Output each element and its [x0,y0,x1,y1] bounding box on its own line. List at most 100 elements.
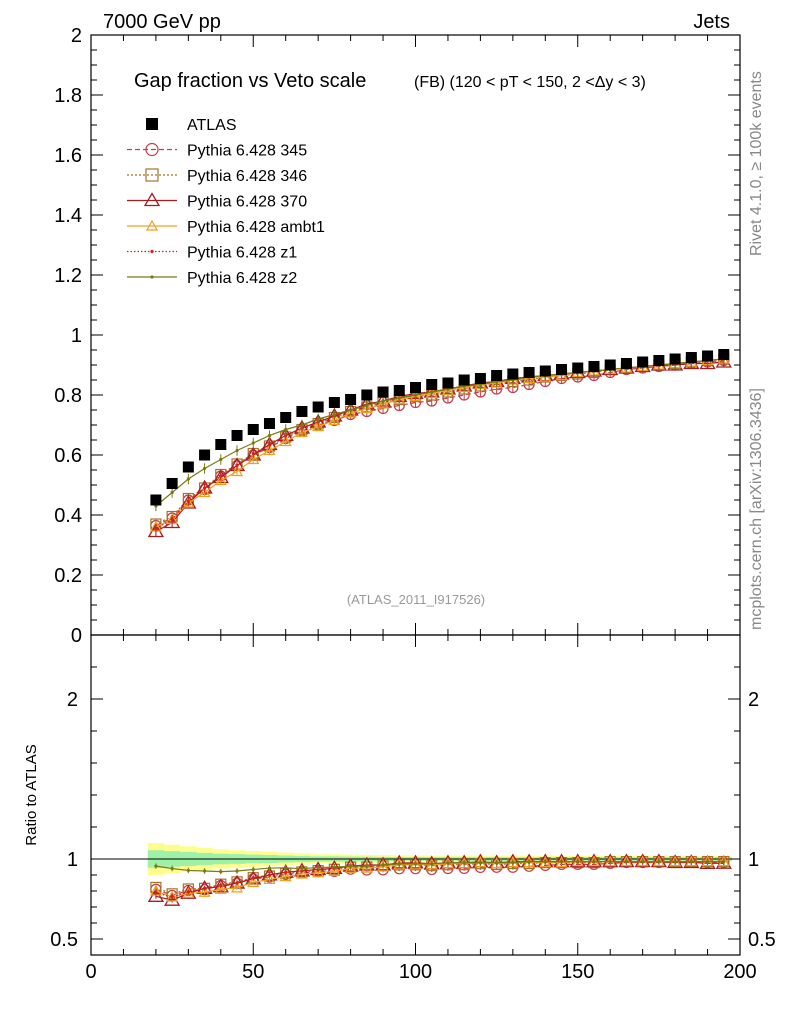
series-pythia-6-428-ambt1-line [155,358,724,528]
series-pythia-6-428-ambt1-point [312,420,325,432]
series-pythia-6-428-z2-ratio-point [170,866,174,871]
series-pythia-6-428-z2-point [365,403,369,408]
series-pythia-6-428-370-ratio-point [585,853,603,868]
atlas-point [377,386,389,398]
legend: ATLAS Pythia 6.428 345 Pythia 6.428 346 Pyt… [127,117,325,287]
series-pythia-6-428-370-ratio-point [634,853,651,868]
series-pythia-6-428-z2-ratio-point [705,859,710,864]
atlas-point [507,368,519,380]
series-pythia-6-428-ambt1-point [247,453,260,465]
atlas-point [458,374,470,386]
y-tick-label-ratio-right: 1 [748,849,759,871]
series-pythia-6-428-z2-ratio-point [284,866,288,870]
series-pythia-6-428-346-line [155,358,724,525]
series-pythia-6-428-ambt1-point [263,444,276,456]
series-pythia-6-428-z2-ratio-point [430,862,434,866]
legend-marker-atlas [146,118,158,130]
y-tick-label-main: 1.6 [54,145,82,167]
series-pythia-6-428-z2-ratio-point [154,864,158,868]
atlas-point [312,401,324,413]
atlas-point [491,370,503,381]
series-pythia-6-428-ambt1-ratio-point [328,865,341,876]
series-pythia-6-428-z2-ratio-point [219,869,223,874]
series-pythia-6-428-z2-ratio-point [689,859,693,864]
legend-marker [145,219,159,231]
y-tick-label-main: 0.8 [54,385,82,407]
series-pythia-6-428-ambt1-ratio-point [312,866,325,878]
chart-series [147,352,732,906]
atlas-point [280,412,292,423]
series-pythia-6-428-z2-point [202,466,207,471]
tick-labels: 0 50 100 150 200 0 0.2 0.4 0.6 0.8 1 1.2 1.4 1.6 1.8 2 0… [50,25,776,983]
legend-label: Pythia 6.428 370 [187,194,307,211]
atlas-point [653,355,665,366]
series-pythia-6-428-z1-ratio-point [251,876,255,880]
atlas-point [361,389,373,401]
y-tick-label-main: 0 [71,625,82,647]
atlas-point [604,359,616,371]
series-pythia-6-428-ambt1-point [360,402,373,414]
series-pythia-6-428-z2-point [430,390,434,394]
series-pythia-6-428-ambt1-ratio-point [214,883,227,894]
series-pythia-6-428-z2-ratio-point [235,869,239,873]
series-pythia-6-428-z2-ratio-point [559,860,564,864]
series-pythia-6-428-z1-point [235,463,239,468]
series-pythia-6-428-z2-ratio-point [478,861,482,865]
series-pythia-6-428-z2-ratio-point [446,861,450,865]
series-pythia-6-428-z1-ratio-point [284,870,288,874]
series-pythia-6-428-z2-ratio-point [657,860,661,864]
series-pythia-6-428-370-ratio-point [618,853,635,868]
series-pythia-6-428-z2-ratio-point [202,869,207,873]
ratio-y-axis-label: Ratio to ATLAS [23,744,40,845]
energy-label: 7000 GeV pp [103,11,221,33]
series-pythia-6-428-370-point [180,494,197,509]
series-pythia-6-428-ambt1-point [182,496,195,508]
atlas-point [410,382,421,393]
y-tick-label-main: 1.8 [54,85,82,107]
series-pythia-6-428-ambt1-point [328,414,341,426]
series-pythia-6-428-ambt1-ratio-point [344,861,357,873]
series-pythia-6-428-ambt1-point [198,486,211,498]
series-pythia-6-428-z1-point [186,499,190,504]
series-pythia-6-428-z2-ratio-point [381,863,385,867]
series-pythia-6-428-z1-point [202,486,207,490]
series-pythia-6-428-z1-ratio-point [186,890,190,894]
series-pythia-6-428-z2-ratio-point [576,860,580,864]
series-pythia-6-428-z1-ratio-point [202,886,207,890]
series-pythia-6-428-z2-point [267,433,272,438]
atlas-point [523,367,535,378]
atlas-point [247,424,259,435]
series-pythia-6-428-ambt1-ratio-point [263,873,276,885]
series-pythia-6-428-z2-ratio-point [349,864,353,868]
legend-marker [150,249,154,254]
legend-label-atlas: ATLAS [187,117,237,134]
series-pythia-6-428-z2-ratio-point [511,861,515,865]
y-tick-label-main: 1.2 [54,265,82,287]
legend-marker [143,192,161,207]
atlas-point [637,356,649,368]
y-tick-label-main: 1.4 [54,205,82,227]
analysis-watermark: (ATLAS_2011_I917526) [347,592,485,607]
atlas-point [442,377,454,389]
series-pythia-6-428-z1-point [219,474,223,478]
series-pythia-6-428-ambt1-ratio-point [198,886,211,897]
atlas-point [718,349,730,360]
series-pythia-6-428-z2-point [413,393,418,397]
rivet-version-label: Rivet 4.1.0, ≥ 100k events [748,71,765,256]
series-pythia-6-428-370-ratio-point [650,853,668,868]
series-pythia-6-428-z2-point [251,441,255,445]
series-pythia-6-428-ambt1-ratio-point [279,870,292,882]
y-tick-label-main: 1 [71,325,82,347]
y-tick-label-main: 0.6 [54,445,82,467]
series-pythia-6-428-370-ratio-point [602,853,619,868]
legend-label: Pythia 6.428 345 [187,143,307,160]
series-pythia-6-428-z2-point [316,417,320,421]
series-pythia-6-428-z2-ratio-point [413,862,418,866]
series-pythia-6-428-z2-ratio-point [365,864,369,868]
x-tick-label: 50 [242,961,264,983]
series-pythia-6-428-z2-point [381,399,385,403]
series-pythia-6-428-z2-ratio-point [267,866,272,870]
y-tick-label-main: 0.2 [54,565,82,587]
series-pythia-6-428-z2-ratio-line [155,860,724,873]
